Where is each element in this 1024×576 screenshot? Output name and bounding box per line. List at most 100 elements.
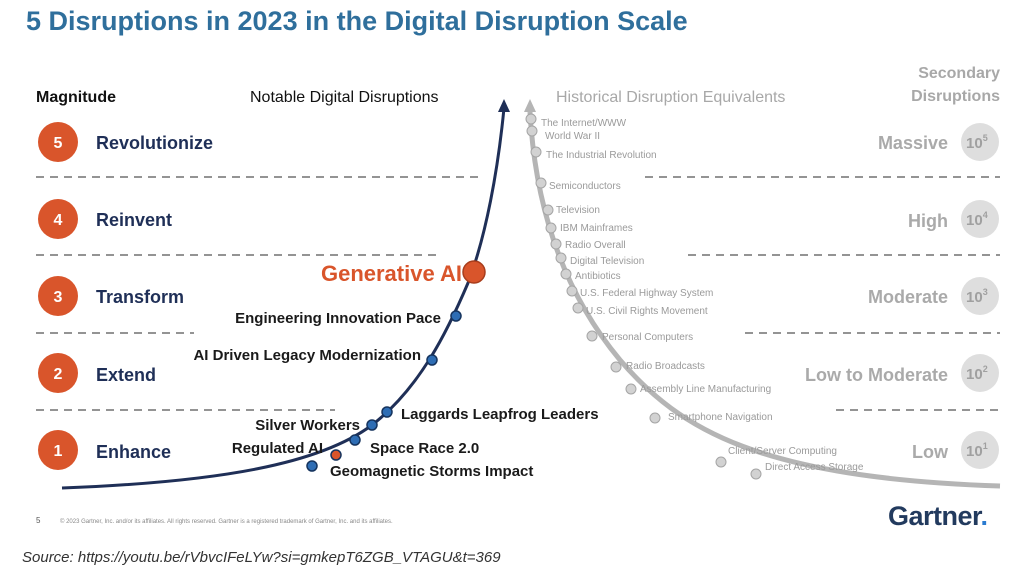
historical-marker bbox=[550, 238, 562, 250]
historical-label: Radio Overall bbox=[565, 240, 626, 251]
level-1-circle bbox=[38, 430, 78, 470]
secondary-header-line2: Disruptions bbox=[911, 88, 1000, 105]
secondary-label: Low to Moderate bbox=[805, 365, 948, 385]
secondary-label: High bbox=[908, 211, 948, 231]
power-label: 103 bbox=[966, 287, 988, 306]
historical-label: World War II bbox=[545, 131, 600, 142]
gartner-logo: Gartner. bbox=[888, 501, 988, 531]
generative-ai-marker bbox=[462, 260, 486, 284]
notable-disruption-markers bbox=[306, 260, 486, 472]
historical-marker bbox=[625, 383, 637, 395]
level-badges bbox=[38, 122, 78, 470]
level-number: 5 bbox=[54, 135, 63, 152]
historical-marker bbox=[525, 113, 537, 125]
historical-marker bbox=[535, 177, 547, 189]
page-title: 5 Disruptions in 2023 in the Digital Dis… bbox=[26, 6, 688, 36]
historical-marker bbox=[610, 361, 622, 373]
power-circle bbox=[961, 354, 999, 392]
historical-marker bbox=[750, 468, 762, 480]
notable-header: Notable Digital Disruptions bbox=[250, 89, 439, 106]
magnitude-header: Magnitude bbox=[36, 89, 116, 106]
copyright-footnote: © 2023 Gartner, Inc. and/or its affiliat… bbox=[60, 519, 393, 525]
notable-label: Engineering Innovation Pace bbox=[235, 310, 441, 327]
notable-marker bbox=[366, 419, 378, 431]
source-citation: Source: https://youtu.be/rVbvcIFeLYw?si=… bbox=[22, 549, 501, 566]
power-badges bbox=[961, 123, 999, 469]
level-label: Reinvent bbox=[96, 210, 172, 230]
historical-marker bbox=[530, 146, 542, 158]
historical-label: Television bbox=[556, 205, 600, 216]
secondary-label: Low bbox=[912, 442, 949, 462]
level-2-circle bbox=[38, 353, 78, 393]
historical-marker bbox=[572, 302, 584, 314]
historical-label: Radio Broadcasts bbox=[626, 361, 705, 372]
level-3-circle bbox=[38, 276, 78, 316]
historical-marker bbox=[545, 222, 557, 234]
power-label: 104 bbox=[966, 210, 988, 229]
notable-label-generative-ai: Generative AI bbox=[321, 261, 462, 286]
notable-marker bbox=[426, 354, 438, 366]
historical-marker bbox=[586, 330, 598, 342]
level-number: 4 bbox=[54, 212, 63, 229]
power-label: 102 bbox=[966, 364, 988, 383]
secondary-header-line1: Secondary bbox=[918, 65, 1000, 82]
level-4-circle bbox=[38, 199, 78, 239]
historical-label: Antibiotics bbox=[575, 271, 621, 282]
page-number: 5 bbox=[36, 516, 41, 525]
level-label: Transform bbox=[96, 287, 184, 307]
power-circle bbox=[961, 123, 999, 161]
level-separators-left bbox=[36, 176, 480, 411]
historical-disruption-markers bbox=[525, 113, 762, 480]
historical-label: Assembly Line Manufacturing bbox=[640, 384, 771, 395]
historical-label: Client/Server Computing bbox=[728, 446, 837, 457]
historical-label: U.S. Federal Highway System bbox=[580, 288, 713, 299]
notable-label: Laggards Leapfrog Leaders bbox=[401, 406, 599, 423]
historical-label: Personal Computers bbox=[602, 332, 693, 343]
historical-marker bbox=[566, 285, 578, 297]
historical-marker bbox=[715, 456, 727, 468]
level-5-circle bbox=[38, 122, 78, 162]
historical-disruption-curve bbox=[527, 111, 1001, 489]
historical-label: U.S. Civil Rights Movement bbox=[586, 306, 708, 317]
power-circle bbox=[961, 277, 999, 315]
historical-marker bbox=[542, 204, 554, 216]
notable-curve-arrow bbox=[498, 99, 510, 112]
historical-label: The Industrial Revolution bbox=[546, 150, 657, 161]
level-separators-right bbox=[645, 176, 1000, 411]
power-circle bbox=[961, 200, 999, 238]
historical-marker bbox=[555, 252, 567, 264]
historical-label: Direct Access Storage bbox=[765, 462, 864, 473]
historical-marker bbox=[649, 412, 661, 424]
secondary-label: Moderate bbox=[868, 287, 948, 307]
level-number: 1 bbox=[54, 443, 63, 460]
notable-disruption-curve bbox=[61, 107, 506, 490]
notable-label: AI Driven Legacy Modernization bbox=[193, 347, 421, 364]
notable-label: Silver Workers bbox=[255, 417, 360, 434]
historical-label: Smartphone Navigation bbox=[668, 412, 773, 423]
historical-label: The Internet/WWW bbox=[541, 118, 627, 129]
level-number: 2 bbox=[54, 366, 63, 383]
historical-marker bbox=[560, 268, 572, 280]
level-label: Extend bbox=[96, 365, 156, 385]
power-circle bbox=[961, 431, 999, 469]
notable-label: Regulated AI bbox=[232, 440, 323, 457]
notable-marker bbox=[349, 434, 361, 446]
historical-label: Digital Television bbox=[570, 256, 644, 267]
level-label: Enhance bbox=[96, 442, 171, 462]
notable-marker bbox=[306, 460, 318, 472]
historical-label: Semiconductors bbox=[549, 181, 621, 192]
notable-marker bbox=[381, 406, 393, 418]
secondary-label: Massive bbox=[878, 133, 948, 153]
historical-marker bbox=[526, 125, 538, 137]
notable-label: Space Race 2.0 bbox=[370, 440, 479, 457]
notable-label: Geomagnetic Storms Impact bbox=[330, 463, 533, 480]
historical-label: IBM Mainframes bbox=[560, 223, 633, 234]
level-label: Revolutionize bbox=[96, 133, 213, 153]
notable-marker bbox=[450, 310, 462, 322]
historical-curve-arrow bbox=[524, 99, 536, 112]
notable-marker bbox=[330, 449, 342, 461]
historical-header: Historical Disruption Equivalents bbox=[556, 89, 785, 106]
power-label: 101 bbox=[966, 441, 988, 460]
level-number: 3 bbox=[54, 289, 63, 306]
